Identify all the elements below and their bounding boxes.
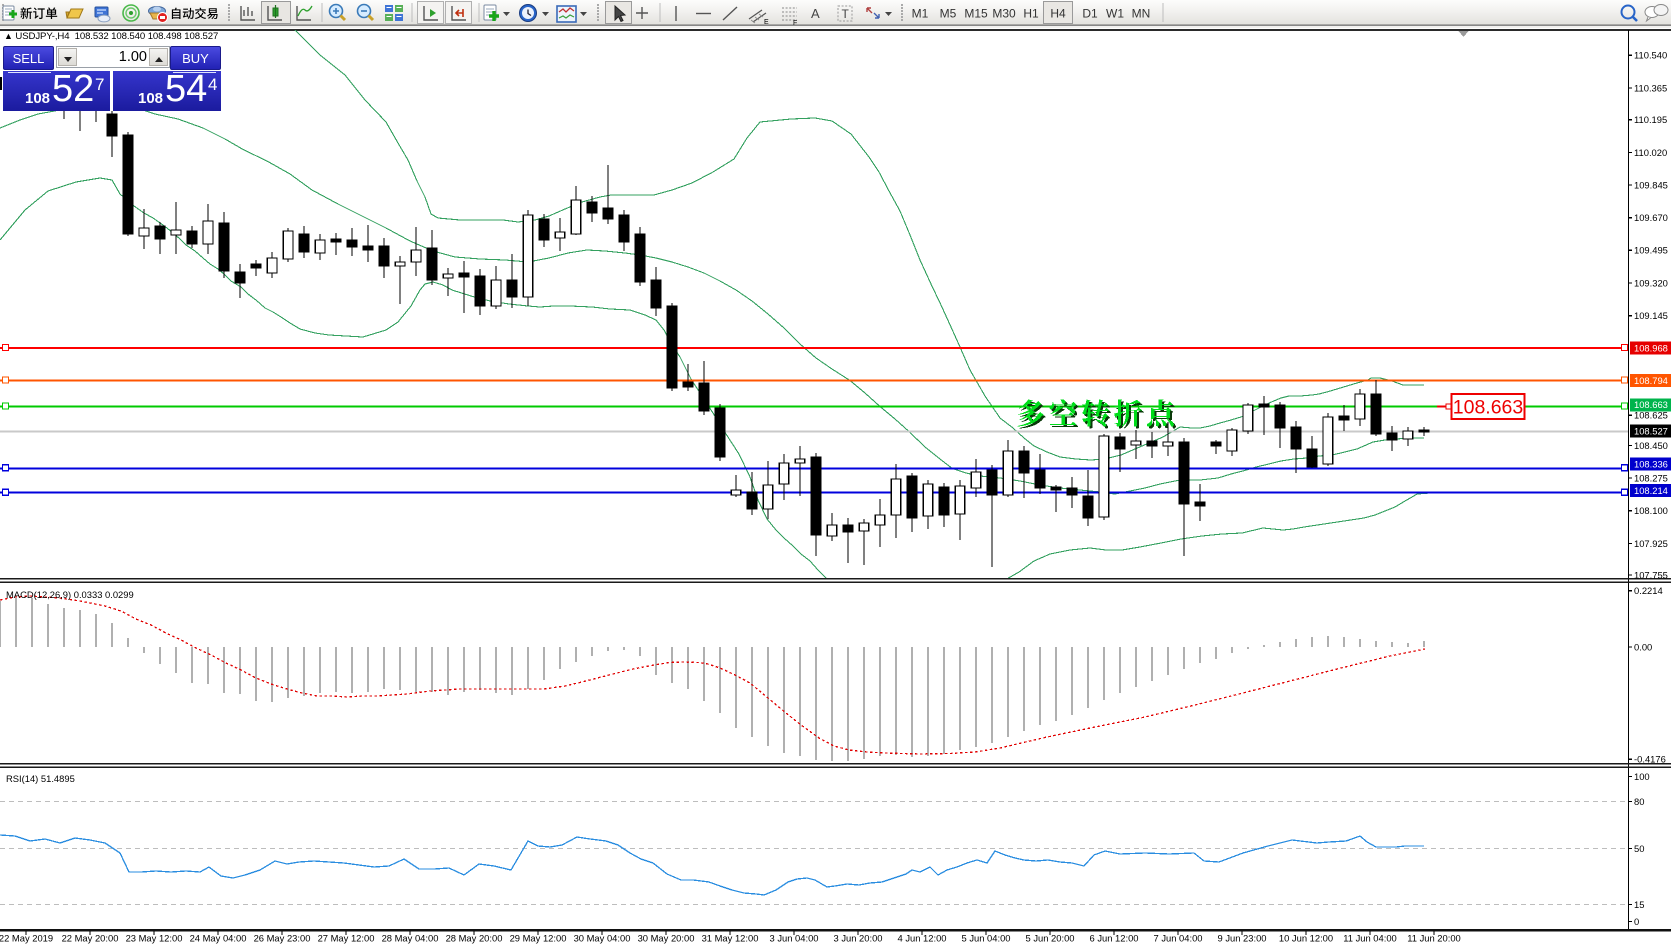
svg-text:109.495: 109.495 xyxy=(1634,245,1668,256)
svg-text:31 May 12:00: 31 May 12:00 xyxy=(702,933,759,944)
svg-text:D1: D1 xyxy=(1082,7,1098,21)
svg-text:108.450: 108.450 xyxy=(1634,440,1668,451)
svg-text:110.020: 110.020 xyxy=(1634,147,1667,158)
svg-text:23 May 12:00: 23 May 12:00 xyxy=(126,933,183,944)
svg-text:108.100: 108.100 xyxy=(1634,505,1668,516)
svg-text:109.320: 109.320 xyxy=(1634,277,1668,288)
svg-text:M1: M1 xyxy=(912,7,929,21)
svg-text:5 Jun 04:00: 5 Jun 04:00 xyxy=(962,933,1011,944)
svg-text:3 Jun 04:00: 3 Jun 04:00 xyxy=(770,933,819,944)
svg-text:30 May 20:00: 30 May 20:00 xyxy=(638,933,695,944)
svg-text:RSI(14) 51.4895: RSI(14) 51.4895 xyxy=(6,773,75,784)
svg-text:M30: M30 xyxy=(992,7,1016,21)
svg-text:9 Jun 23:00: 9 Jun 23:00 xyxy=(1218,933,1267,944)
svg-text:27 May 12:00: 27 May 12:00 xyxy=(318,933,375,944)
svg-text:H4: H4 xyxy=(1050,7,1066,21)
svg-text:110.540: 110.540 xyxy=(1634,50,1667,61)
svg-text:108.968: 108.968 xyxy=(1634,342,1668,353)
svg-text:M15: M15 xyxy=(964,7,988,21)
svg-text:108.794: 108.794 xyxy=(1634,375,1668,386)
svg-text:108.663: 108.663 xyxy=(1634,399,1668,410)
svg-text:W1: W1 xyxy=(1106,7,1124,21)
svg-text:50: 50 xyxy=(1634,843,1644,854)
svg-text:107.925: 107.925 xyxy=(1634,538,1668,549)
svg-text:108.663: 108.663 xyxy=(1453,397,1524,419)
svg-text:-0.4176: -0.4176 xyxy=(1634,754,1666,765)
svg-text:0.2214: 0.2214 xyxy=(1634,585,1663,596)
svg-text:107.755: 107.755 xyxy=(1634,570,1668,581)
svg-text:5 Jun 20:00: 5 Jun 20:00 xyxy=(1026,933,1075,944)
svg-text:28 May 20:00: 28 May 20:00 xyxy=(446,933,503,944)
svg-text:F: F xyxy=(793,20,797,27)
svg-text:29 May 12:00: 29 May 12:00 xyxy=(510,933,567,944)
svg-text:0.00: 0.00 xyxy=(1634,641,1652,652)
svg-text:24 May 04:00: 24 May 04:00 xyxy=(190,933,247,944)
svg-text:MACD(12,26,9) 0.0333 0.0299: MACD(12,26,9) 0.0333 0.0299 xyxy=(6,589,134,600)
svg-text:E: E xyxy=(764,19,769,26)
svg-text:7 Jun 04:00: 7 Jun 04:00 xyxy=(1154,933,1203,944)
svg-text:108.214: 108.214 xyxy=(1634,485,1668,496)
svg-text:H1: H1 xyxy=(1023,7,1039,21)
svg-text:15: 15 xyxy=(1634,899,1644,910)
svg-text:11 Jun 20:00: 11 Jun 20:00 xyxy=(1407,933,1461,944)
svg-text:110.195: 110.195 xyxy=(1634,114,1667,125)
svg-text:108.336: 108.336 xyxy=(1634,458,1668,469)
svg-text:10 Jun 12:00: 10 Jun 12:00 xyxy=(1279,933,1333,944)
svg-text:T: T xyxy=(842,7,850,21)
svg-text:109.145: 109.145 xyxy=(1634,310,1668,321)
svg-text:100: 100 xyxy=(1634,771,1650,782)
svg-text:108.625: 108.625 xyxy=(1634,410,1668,421)
svg-text:22 May 20:00: 22 May 20:00 xyxy=(62,933,119,944)
svg-text:M5: M5 xyxy=(940,7,957,21)
svg-text:30 May 04:00: 30 May 04:00 xyxy=(574,933,631,944)
svg-text:22 May 2019: 22 May 2019 xyxy=(0,933,53,944)
svg-text:108.527: 108.527 xyxy=(1634,425,1668,436)
svg-text:109.845: 109.845 xyxy=(1634,179,1668,190)
svg-text:80: 80 xyxy=(1634,796,1644,807)
svg-text:6 Jun 12:00: 6 Jun 12:00 xyxy=(1090,933,1139,944)
svg-text:MN: MN xyxy=(1132,7,1151,21)
svg-text:109.670: 109.670 xyxy=(1634,212,1668,223)
svg-text:A: A xyxy=(811,6,820,21)
svg-text:28 May 04:00: 28 May 04:00 xyxy=(382,933,439,944)
svg-text:0: 0 xyxy=(1634,916,1639,927)
svg-text:108.275: 108.275 xyxy=(1634,472,1668,483)
svg-text:26 May 23:00: 26 May 23:00 xyxy=(254,933,311,944)
svg-text:11 Jun 04:00: 11 Jun 04:00 xyxy=(1343,933,1397,944)
svg-text:4 Jun 12:00: 4 Jun 12:00 xyxy=(898,933,947,944)
svg-text:3 Jun 20:00: 3 Jun 20:00 xyxy=(834,933,883,944)
svg-text:110.365: 110.365 xyxy=(1634,82,1667,93)
